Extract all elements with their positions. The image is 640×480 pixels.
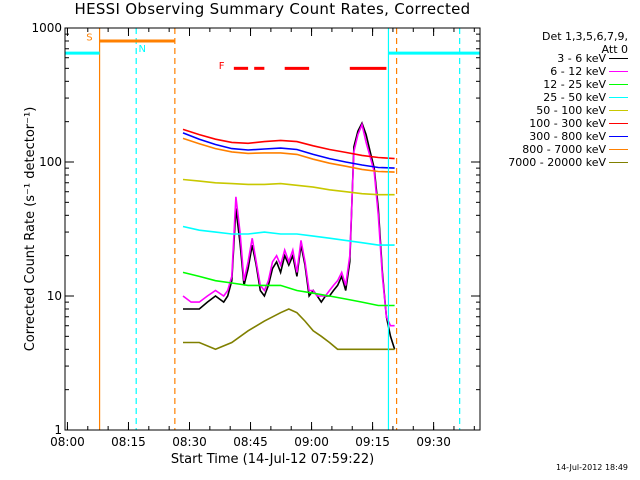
x-tick-label: 09:00 bbox=[294, 435, 329, 449]
x-tick-label: 08:00 bbox=[50, 435, 85, 449]
x-tick-label: 08:45 bbox=[233, 435, 268, 449]
x-tick-label: 08:30 bbox=[172, 435, 207, 449]
legend-label: 12 - 25 keV bbox=[543, 78, 606, 91]
flag-label: S bbox=[86, 32, 92, 43]
flag-label: F bbox=[219, 61, 225, 72]
legend-label: 25 - 50 keV bbox=[543, 91, 606, 104]
timestamp: 14-Jul-2012 18:49 bbox=[555, 463, 628, 472]
legend-entry: 50 - 100 keV bbox=[470, 104, 640, 117]
series-line bbox=[182, 121, 395, 327]
legend-swatch bbox=[609, 162, 628, 163]
x-axis-label: Start Time (14-Jul-12 07:59:22) bbox=[171, 452, 374, 467]
legend-label: 50 - 100 keV bbox=[536, 104, 606, 117]
series-line bbox=[182, 225, 395, 246]
series-line bbox=[182, 271, 395, 307]
legend-swatch bbox=[609, 71, 628, 72]
legend-header-line-1: Det 1,3,5,6,7,9, bbox=[541, 30, 628, 43]
x-tick-label: 08:15 bbox=[111, 435, 146, 449]
x-tick-label: 09:30 bbox=[416, 435, 451, 449]
legend-entry: 25 - 50 keV bbox=[470, 91, 640, 104]
legend-swatch bbox=[609, 97, 628, 98]
chart-title: HESSI Observing Summary Count Rates, Cor… bbox=[74, 0, 471, 18]
legend-label: 100 - 300 keV bbox=[529, 117, 606, 130]
legend-swatch bbox=[609, 136, 628, 137]
series-line bbox=[183, 121, 396, 350]
legend-label: 3 - 6 keV bbox=[557, 52, 606, 65]
legend-label: 7000 - 20000 keV bbox=[508, 156, 606, 169]
y-tick-label: 1 bbox=[54, 423, 62, 437]
legend-header-line-2: Att 0 bbox=[601, 43, 628, 56]
legend-header: Det 1,3,5,6,7,9, Att 0 bbox=[542, 30, 628, 56]
series-line bbox=[183, 308, 395, 351]
x-tick-label: 09:15 bbox=[355, 435, 390, 449]
legend: 3 - 6 keV 6 - 12 keV 12 - 25 keV 25 - 50 ke… bbox=[470, 52, 640, 169]
legend-entry: 300 - 800 keV bbox=[470, 130, 640, 143]
series-layer bbox=[182, 121, 396, 351]
legend-entry: 12 - 25 keV bbox=[470, 78, 640, 91]
legend-swatch bbox=[609, 110, 628, 111]
series-line bbox=[182, 137, 395, 173]
flags-layer: S N F bbox=[65, 28, 480, 430]
legend-label: 6 - 12 keV bbox=[550, 65, 606, 78]
legend-swatch bbox=[609, 149, 628, 150]
plot-frame bbox=[64, 27, 481, 431]
legend-entry: 100 - 300 keV bbox=[470, 117, 640, 130]
y-axis-label: Corrected Count Rate (s⁻¹ detector⁻¹) bbox=[23, 107, 38, 352]
y-tick-label: 100 bbox=[39, 155, 62, 169]
axes-layer: 08:00 08:15 08:30 08:45 09:00 09:15 09:30 1 10 10… bbox=[31, 21, 480, 449]
legend-entry: 3 - 6 keV bbox=[470, 52, 640, 65]
series-line bbox=[182, 178, 395, 196]
y-tick-label: 1000 bbox=[31, 21, 62, 35]
legend-entry: 6 - 12 keV bbox=[470, 65, 640, 78]
legend-entry: 7000 - 20000 keV bbox=[470, 156, 640, 169]
legend-swatch bbox=[609, 123, 628, 124]
flag-label: N bbox=[139, 44, 146, 55]
legend-swatch bbox=[609, 84, 628, 85]
legend-label: 800 - 7000 keV bbox=[522, 143, 606, 156]
series-line bbox=[182, 132, 395, 169]
y-tick-label: 10 bbox=[47, 289, 62, 303]
legend-swatch bbox=[609, 58, 628, 59]
series-line bbox=[182, 128, 395, 160]
legend-entry: 800 - 7000 keV bbox=[470, 143, 640, 156]
legend-label: 300 - 800 keV bbox=[529, 130, 606, 143]
